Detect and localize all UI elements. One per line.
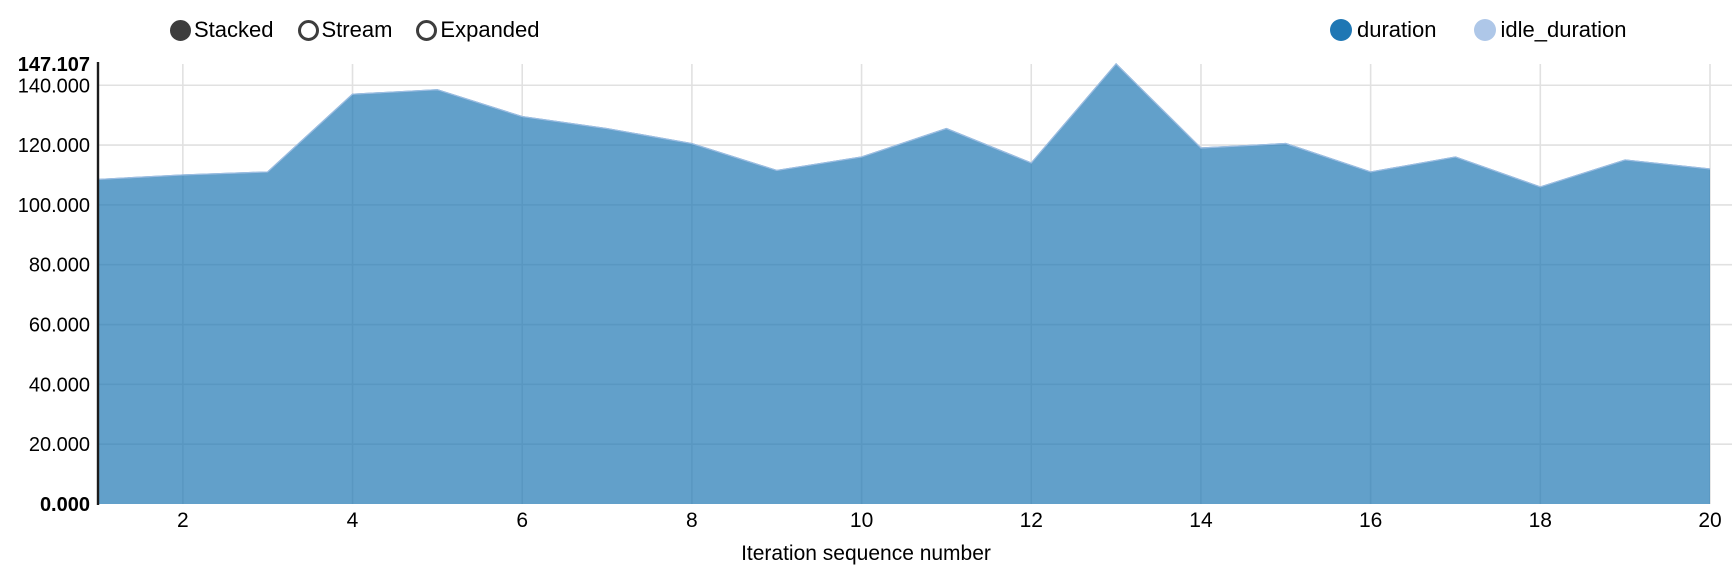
radio-icon[interactable] — [297, 19, 319, 41]
radio-option-expanded[interactable]: Expanded — [416, 17, 540, 42]
x-tick-label: 8 — [686, 509, 698, 532]
legend-item-duration[interactable]: duration — [1330, 18, 1437, 42]
y-tick-label: 100.000 — [18, 195, 90, 217]
y-tick-label: 0.000 — [40, 494, 90, 516]
x-tick-label: 14 — [1189, 509, 1213, 532]
y-tick-label: 60.000 — [29, 315, 90, 337]
y-tick-label: 80.000 — [29, 255, 90, 277]
x-tick-label: 4 — [347, 509, 359, 532]
radio-label: Stacked — [194, 17, 274, 42]
y-tick-label: 140.000 — [18, 75, 90, 97]
x-tick-label: 2 — [177, 509, 189, 532]
x-tick-label: 18 — [1529, 509, 1552, 532]
radio-label: Stream — [321, 17, 393, 42]
x-tick-label: 12 — [1020, 509, 1043, 532]
series-dot-icon — [1473, 19, 1496, 41]
x-tick-label: 10 — [850, 509, 873, 532]
legend-label: idle_duration — [1500, 17, 1627, 42]
x-tick-label: 6 — [516, 509, 528, 532]
x-axis-title: Iteration sequence number — [741, 542, 991, 565]
radio-icon[interactable] — [416, 19, 438, 41]
chart-style-switcher: Stacked Stream Expanded — [170, 18, 540, 42]
legend-label: duration — [1357, 17, 1437, 42]
legend: duration idle_duration — [1330, 18, 1627, 42]
legend-item-idle-duration[interactable]: idle_duration — [1473, 17, 1627, 42]
radio-icon[interactable] — [170, 19, 191, 41]
y-tick-label: 20.000 — [29, 434, 90, 456]
series-dot-icon — [1330, 19, 1352, 41]
y-tick-label: 120.000 — [18, 135, 90, 157]
radio-option-stream[interactable]: Stream — [297, 17, 393, 42]
radio-label: Expanded — [440, 17, 540, 42]
x-tick-label: 20 — [1698, 509, 1721, 532]
radio-option-stacked[interactable]: Stacked — [170, 18, 274, 42]
x-tick-label: 16 — [1359, 509, 1382, 532]
y-tick-label: 147.107 — [18, 54, 90, 76]
area-duration[interactable] — [98, 64, 1710, 504]
y-tick-label: 40.000 — [29, 374, 90, 396]
edge-idle_duration — [97, 63, 1711, 188]
